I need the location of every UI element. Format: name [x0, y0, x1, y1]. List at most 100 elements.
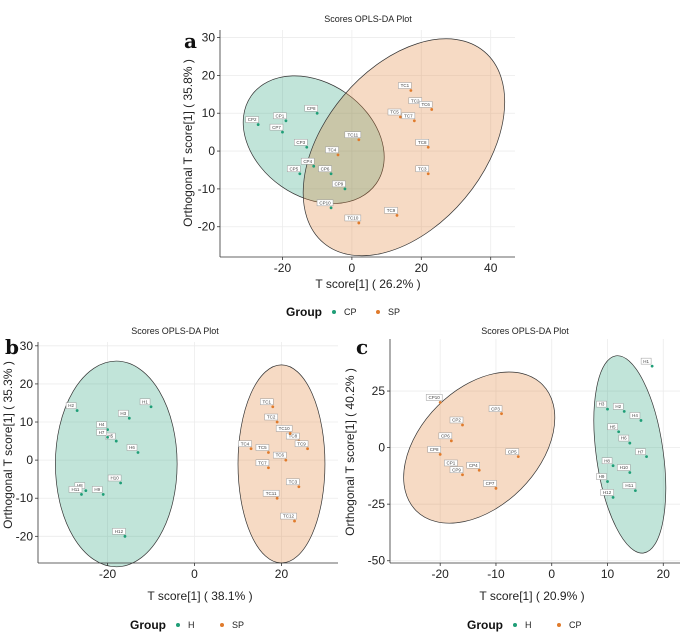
- data-point: [500, 412, 503, 416]
- point-label: H9: [94, 487, 100, 492]
- point-label-box: [344, 131, 362, 138]
- point-label-box: [139, 398, 151, 406]
- point-label-box: [444, 459, 458, 467]
- point-label: H6: [129, 445, 135, 450]
- legend-swatch-h: [513, 623, 517, 627]
- point-label: CP6: [441, 433, 450, 438]
- x-tick-label: 0: [191, 567, 198, 581]
- data-point: [399, 115, 402, 119]
- x-axis-title: T score[1] ( 20.9% ): [479, 589, 584, 603]
- point-label-box: [415, 165, 429, 173]
- legend-label: CP: [344, 307, 357, 317]
- point-label: CP5: [289, 166, 298, 171]
- x-tick-label: 40: [484, 261, 498, 275]
- data-point: [650, 364, 654, 368]
- legend-title: Group: [286, 305, 322, 319]
- data-point: [477, 468, 481, 472]
- point-label: TC6: [276, 453, 285, 458]
- x-tick-label: -10: [487, 567, 505, 581]
- point-label: H5: [107, 434, 113, 439]
- point-label: H3: [120, 411, 126, 416]
- point-label-box: [505, 448, 520, 455]
- data-point: [606, 480, 609, 483]
- data-point: [267, 466, 270, 470]
- point-label-box: [96, 429, 107, 436]
- point-label: CP8: [430, 447, 439, 452]
- legend-swatch-sp: [376, 310, 380, 314]
- point-label-box: [316, 199, 334, 207]
- point-label-box: [91, 486, 103, 493]
- data-point: [357, 221, 361, 225]
- data-point: [123, 534, 127, 538]
- point-label: CP7: [272, 125, 281, 130]
- point-label-box: [635, 448, 646, 455]
- data-point: [336, 153, 340, 157]
- data-point: [628, 441, 632, 445]
- data-point: [284, 119, 288, 123]
- data-point: [315, 111, 319, 115]
- point-label: TC11: [347, 132, 358, 137]
- point-label-box: [408, 97, 423, 104]
- data-point: [256, 123, 260, 126]
- plot-title: Scores OPLS-DA Plot: [481, 326, 569, 336]
- point-label: H2: [615, 404, 621, 409]
- data-point: [275, 496, 279, 500]
- chart-panel-b: H1H2H3H4H5H6H7H8H9H10H11H12TC1TC2TC3TC4T…: [1, 326, 338, 632]
- data-point: [606, 407, 609, 411]
- point-label-box: [438, 432, 453, 440]
- y-tick-label: 0: [208, 144, 215, 158]
- x-tick-label: -20: [274, 261, 292, 275]
- legend-label: H: [525, 620, 532, 630]
- legend-label: H: [188, 620, 195, 630]
- legend-swatch-cp: [332, 310, 336, 314]
- point-label: TC2: [411, 98, 420, 103]
- confidence-ellipse-sp: [302, 38, 506, 257]
- data-point: [306, 447, 309, 451]
- point-label: CP6: [321, 166, 330, 171]
- data-point: [298, 172, 302, 176]
- point-label: TC8: [418, 140, 427, 145]
- y-axis-title: Orthogonal T score[1] ( 35.8% ): [181, 59, 195, 227]
- point-label-box: [269, 123, 284, 131]
- point-label-box: [629, 412, 641, 419]
- data-point: [106, 428, 109, 432]
- point-label-box: [238, 440, 252, 447]
- data-point: [426, 172, 430, 176]
- point-label-box: [622, 482, 637, 489]
- data-point: [249, 447, 253, 451]
- chart-panel-c: H1H2H3H4H5H6H7H8H9H10H11H12CP1CP2CP3CP4C…: [343, 326, 680, 632]
- data-point: [312, 164, 316, 168]
- data-point: [329, 172, 333, 176]
- data-point: [127, 416, 131, 420]
- y-tick-label: 20: [202, 68, 216, 82]
- point-label: TC4: [328, 147, 337, 152]
- point-label: H8: [604, 458, 610, 463]
- point-label-box: [68, 486, 83, 493]
- x-axis-title: T score[1] ( 26.2% ): [315, 277, 420, 291]
- point-label-box: [483, 480, 497, 487]
- point-label-box: [245, 116, 259, 123]
- y-axis-title: Orthogonal T score[1] ( 40.2% ): [343, 368, 357, 536]
- point-label-box: [286, 432, 300, 440]
- x-tick-label: 20: [415, 261, 429, 275]
- data-point: [628, 471, 632, 474]
- point-label: CP5: [508, 449, 517, 454]
- y-tick-label: -10: [16, 491, 34, 505]
- point-label-box: [304, 104, 318, 112]
- point-label: CP2: [248, 117, 257, 122]
- data-point: [645, 455, 648, 459]
- data-point: [622, 410, 626, 413]
- data-point: [114, 439, 118, 443]
- data-point: [275, 420, 279, 424]
- point-label-box: [415, 139, 429, 146]
- point-label: H10: [110, 476, 119, 481]
- point-label-box: [96, 421, 107, 428]
- data-point: [271, 405, 275, 409]
- y-tick-label: 30: [20, 339, 34, 353]
- point-label: H6: [621, 436, 627, 441]
- data-point: [284, 458, 288, 462]
- legend-title: Group: [467, 618, 503, 632]
- point-label: H4: [99, 422, 105, 427]
